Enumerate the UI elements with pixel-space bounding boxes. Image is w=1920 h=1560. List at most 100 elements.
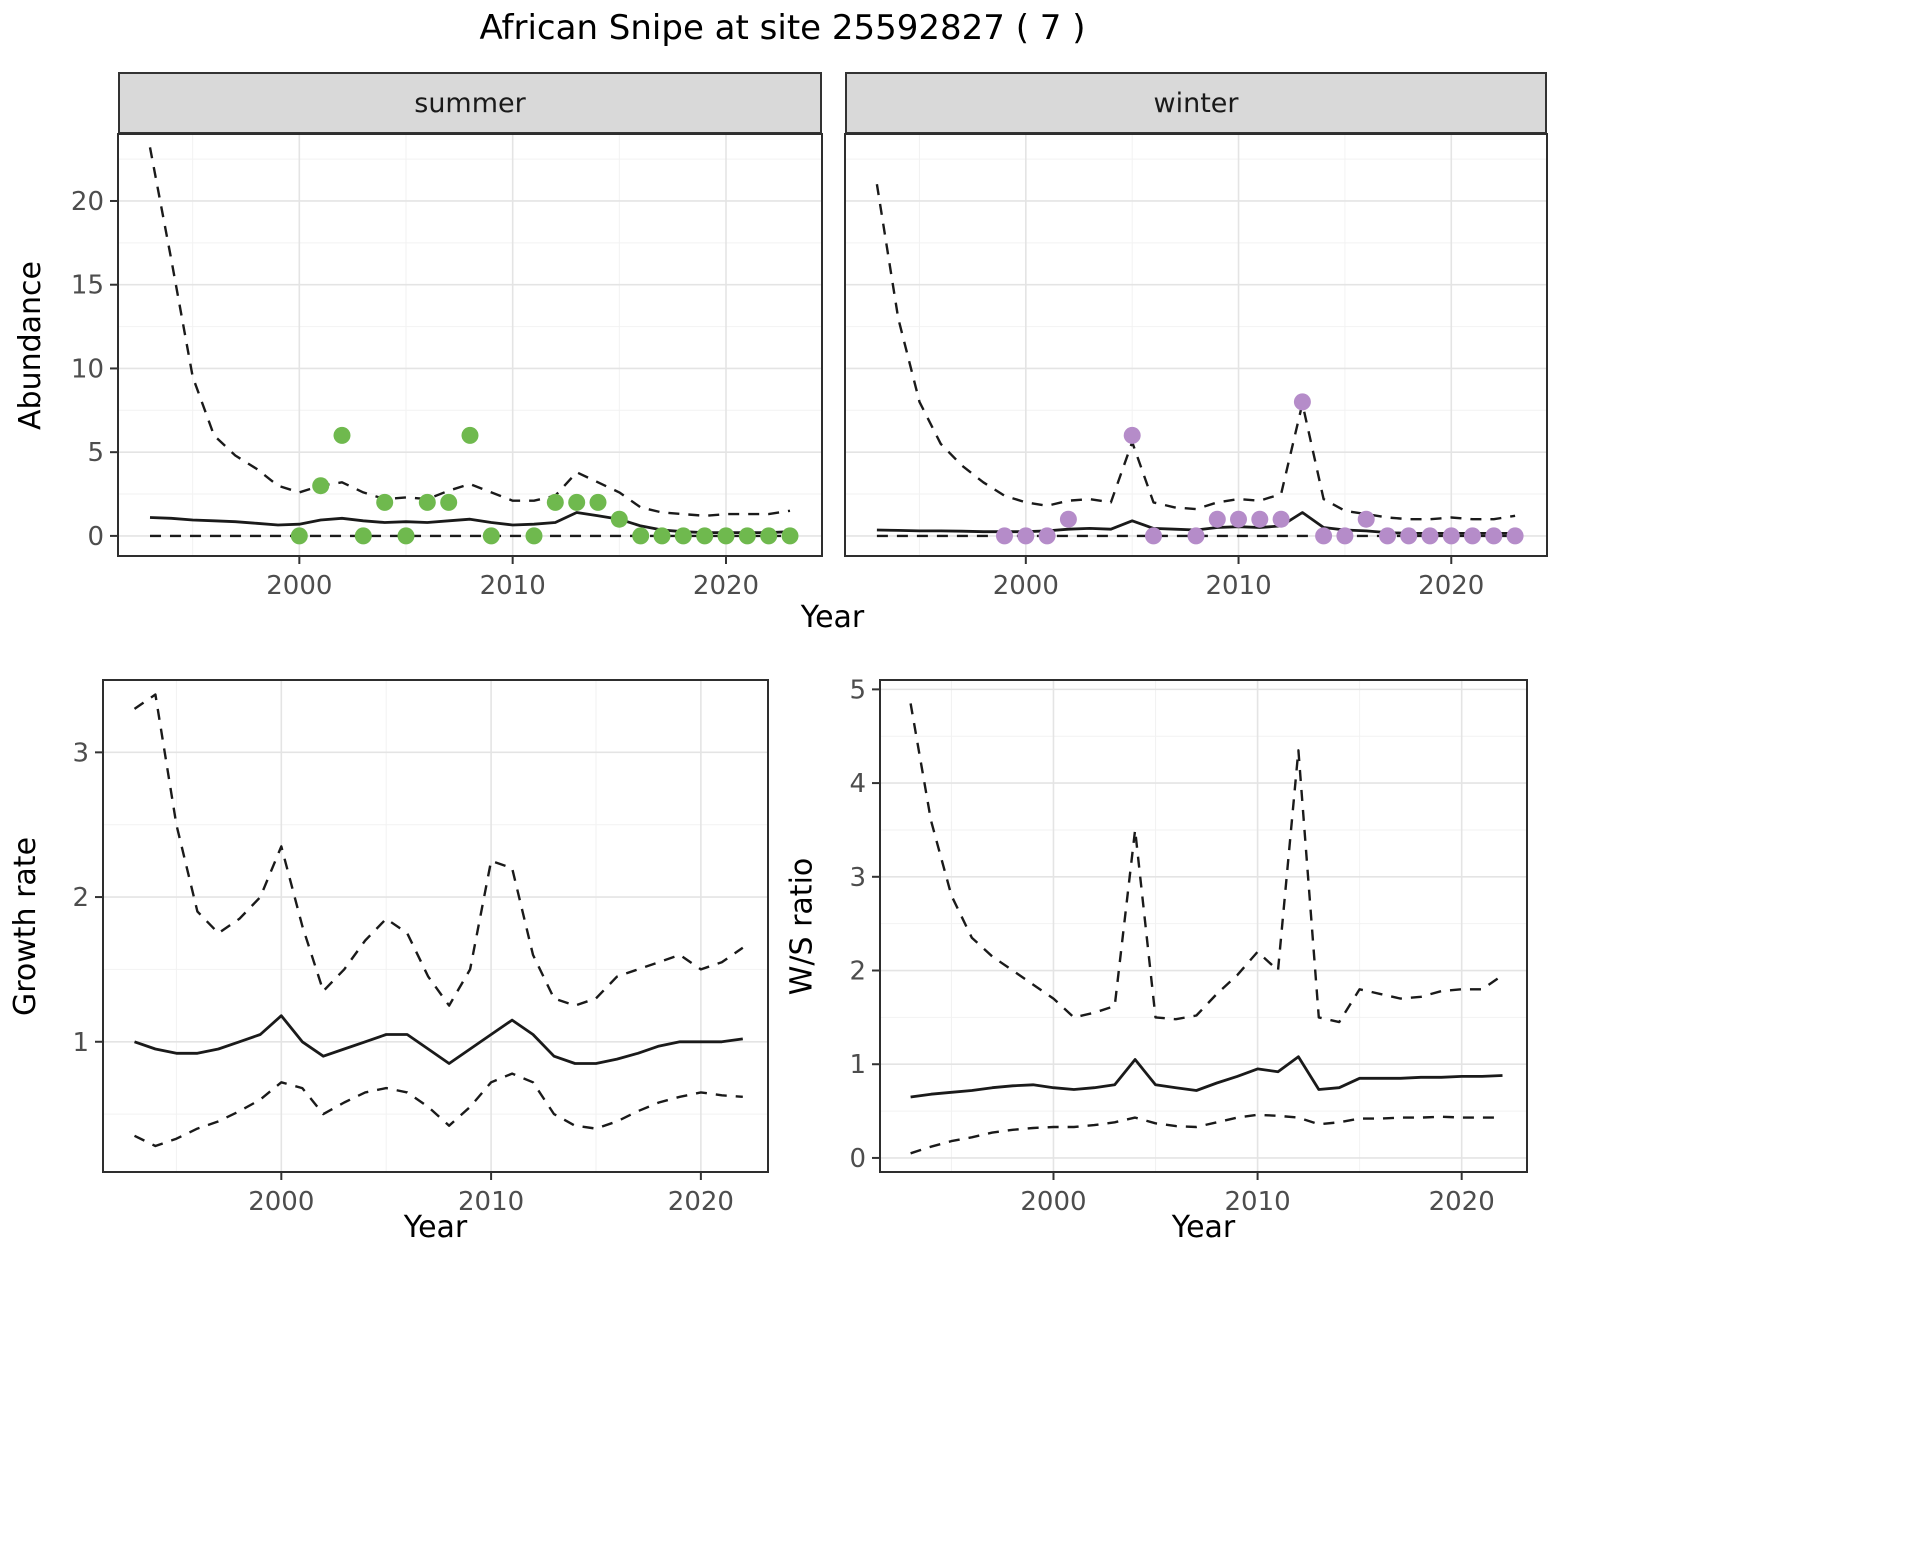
- y-tick-label: 3: [849, 863, 866, 893]
- data-point: [1421, 527, 1439, 545]
- panel-background: [103, 680, 768, 1172]
- growth-rate-axis-title-text: Growth rate: [8, 836, 44, 1016]
- x-tick-label: 2020: [1418, 571, 1484, 601]
- data-point: [589, 493, 607, 511]
- grid-major: [880, 680, 1527, 1172]
- data-point: [1038, 527, 1056, 545]
- data-point: [312, 477, 330, 495]
- data-point: [397, 527, 415, 545]
- panel-border: [879, 679, 1528, 1173]
- y-tick-label: 10: [71, 354, 104, 384]
- data-point: [610, 510, 628, 528]
- data-point: [525, 527, 543, 545]
- data-point: [781, 527, 799, 545]
- data-point: [1400, 527, 1418, 545]
- data-point: [632, 527, 650, 545]
- y-tick-label: 0: [849, 1144, 866, 1174]
- data-point: [1357, 510, 1375, 528]
- y-tick-label: 4: [849, 769, 866, 799]
- data-point: [1145, 527, 1162, 545]
- panel-border: [102, 679, 769, 1173]
- data-point: [1464, 527, 1481, 545]
- data-point: [546, 493, 564, 511]
- y-tick-label: 1: [849, 1050, 866, 1080]
- series-upper_95ci: [133, 693, 744, 1007]
- data-point: [1336, 527, 1354, 545]
- y-tick-label: 5: [849, 678, 866, 705]
- data-point: [674, 527, 692, 545]
- data-point: [568, 493, 586, 511]
- data-point: [1017, 527, 1035, 545]
- x-tick-label: 2010: [458, 1187, 524, 1217]
- data-point: [1123, 426, 1141, 444]
- x-tick-label: 2010: [1205, 571, 1271, 601]
- panel-background: [880, 680, 1527, 1172]
- series-upper_95ci: [148, 147, 791, 517]
- growth-year-axis-title: Year: [403, 1210, 468, 1245]
- y-tick-label: 1: [72, 1028, 89, 1058]
- y-tick-label: 2: [849, 957, 866, 987]
- facet-strip-winter: winter: [845, 72, 1547, 134]
- growth-rate-chart: 2000 2010 2020 1 2 3: [72, 679, 769, 1217]
- data-point: [354, 527, 372, 545]
- grid-major: [103, 680, 768, 1172]
- data-point: [738, 527, 756, 545]
- y-tick-label: 15: [71, 271, 104, 301]
- series-observed_counts: [996, 393, 1524, 545]
- y-tick-label: 5: [87, 438, 104, 468]
- data-point: [376, 493, 394, 511]
- data-point: [1315, 527, 1333, 545]
- data-point: [653, 527, 671, 545]
- ws-year-axis-title: Year: [1171, 1210, 1236, 1245]
- series-lower_95ci: [910, 1113, 1503, 1155]
- ws-ratio-axis-title-text: W/S ratio: [784, 857, 820, 995]
- series-observed_counts: [290, 426, 799, 545]
- series-upper_95ci: [875, 184, 1516, 521]
- data-point: [1442, 527, 1460, 545]
- x-tick-label: 2000: [1020, 1187, 1086, 1217]
- x-tick-label: 2010: [1225, 1187, 1291, 1217]
- x-tick-label: 2000: [248, 1187, 314, 1217]
- y-tick-label: 20: [71, 187, 104, 217]
- abundance-axis-title-text: Abundance: [12, 260, 48, 430]
- data-point: [996, 527, 1013, 545]
- data-point: [1272, 510, 1290, 528]
- data-point: [717, 527, 735, 545]
- data-point: [1251, 510, 1269, 528]
- x-tick-label: 2020: [693, 571, 759, 601]
- grid-minor: [118, 134, 822, 556]
- ws-ratio-chart: 2000 2010 2020 0 1 2 3 4 5: [849, 678, 1528, 1217]
- axis-ticks: 2000 2010 2020 1 2 3: [72, 738, 734, 1217]
- x-tick-label: 2000: [266, 571, 332, 601]
- panel-background: [118, 134, 822, 556]
- data-point: [1293, 393, 1311, 411]
- growth-rate-axis-title: Growth rate: [4, 680, 48, 1172]
- series-modelled_mean: [134, 1014, 743, 1065]
- data-point: [1485, 527, 1503, 545]
- facet-strip-summer: summer: [118, 72, 822, 134]
- grid-minor: [103, 680, 768, 1172]
- chart-title: African Snipe at site 25592827 ( 7 ): [479, 8, 1086, 48]
- x-tick-label: 2020: [668, 1187, 734, 1217]
- y-tick-label: 0: [87, 522, 104, 552]
- facet-strip-winter-label: winter: [1153, 87, 1239, 119]
- data-point: [461, 426, 479, 444]
- data-point: [1187, 527, 1205, 545]
- data-point: [1208, 510, 1226, 528]
- series-modelled_mean: [910, 1055, 1503, 1099]
- abundance-axis-title: Abundance: [8, 134, 52, 556]
- data-point: [696, 527, 714, 545]
- panel-background: [845, 134, 1547, 556]
- x-tick-label: 2010: [480, 571, 546, 601]
- data-point: [760, 527, 778, 545]
- grid-minor: [880, 680, 1527, 1172]
- summer-abundance-chart: 2000 2010 2020 0 5 10 15 20: [71, 133, 823, 601]
- panel-border: [844, 133, 1548, 557]
- panel-border: [117, 133, 823, 557]
- top-year-axis-title: Year: [800, 600, 865, 635]
- data-point: [482, 527, 500, 545]
- x-tick-label: 2000: [993, 571, 1059, 601]
- data-point: [333, 426, 351, 444]
- winter-abundance-chart: 2000 2010 2020: [844, 133, 1548, 601]
